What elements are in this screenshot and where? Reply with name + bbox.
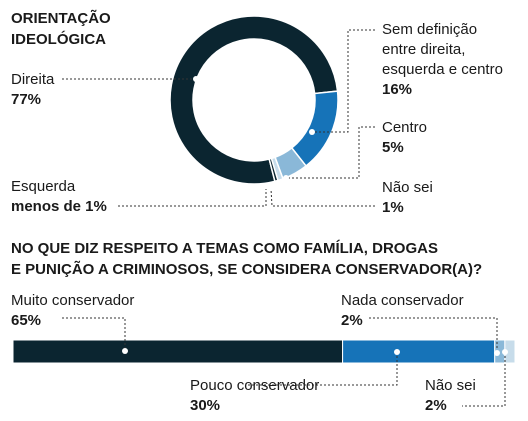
- label-muito-conservador: Muito conservador 65%: [11, 291, 134, 331]
- leader-dot-5: [494, 350, 500, 356]
- sem-definicao-line1: Sem definição: [382, 21, 478, 38]
- leader-line-7: [369, 317, 498, 353]
- leader-dot-4: [394, 349, 400, 355]
- nao-sei-bar-name: Não sei: [425, 377, 476, 394]
- pouco-conservador-name: Pouco conservador: [190, 377, 320, 394]
- donut-chart: [169, 15, 339, 185]
- sem-definicao-line3: esquerda e centro: [382, 61, 503, 78]
- label-esquerda: Esquerda menos de 1%: [11, 177, 107, 217]
- label-nada-conservador: Nada conservador 2%: [341, 291, 464, 331]
- muito-conservador-value: 65%: [11, 312, 42, 329]
- label-sem-definicao: Sem definição entre direita, esquerda e …: [382, 20, 503, 100]
- leader-dot-6: [502, 349, 508, 355]
- label-nao-sei-bar: Não sei 2%: [425, 376, 476, 416]
- sem-definicao-line2: entre direita,: [382, 41, 466, 58]
- leader-dot-1: [309, 129, 315, 135]
- leader-line-4: [118, 189, 267, 207]
- leader-lines: [62, 29, 506, 407]
- label-nao-sei-donut: Não sei 1%: [382, 178, 433, 218]
- leader-line-5: [62, 317, 126, 351]
- esquerda-name: Esquerda: [11, 178, 76, 195]
- label-direita: Direita 77%: [11, 70, 54, 110]
- nao-sei-bar-value: 2%: [425, 397, 447, 414]
- leader-line-8: [462, 352, 506, 407]
- donut-title-line2: IDEOLÓGICA: [11, 31, 107, 48]
- leader-dot-3: [122, 348, 128, 354]
- leader-dot-0: [193, 76, 199, 82]
- pouco-conservador-value: 30%: [190, 397, 221, 414]
- nada-conservador-name: Nada conservador: [341, 292, 464, 309]
- leader-dots: [122, 76, 508, 356]
- centro-value: 5%: [382, 139, 404, 156]
- donut-slice-0: [169, 15, 339, 185]
- sem-definicao-value: 16%: [382, 81, 413, 98]
- nada-conservador-value: 2%: [341, 312, 363, 329]
- leader-line-1: [312, 29, 375, 133]
- direita-name: Direita: [11, 71, 55, 88]
- leader-line-3: [270, 188, 375, 207]
- bar-title-line2: E PUNIÇÃO A CRIMINOSOS, SE CONSIDERA CON…: [11, 261, 483, 278]
- label-centro: Centro 5%: [382, 118, 427, 158]
- nao-sei-donut-value: 1%: [382, 199, 404, 216]
- esquerda-value: menos de 1%: [11, 198, 107, 215]
- leader-dot-2: [283, 175, 289, 181]
- bar-segment-0: [12, 339, 344, 364]
- bar-title-line1: NO QUE DIZ RESPEITO A TEMAS COMO FAMÍLIA…: [11, 240, 438, 257]
- nao-sei-donut-name: Não sei: [382, 179, 433, 196]
- direita-value: 77%: [11, 91, 42, 108]
- bar-question-title: NO QUE DIZ RESPEITO A TEMAS COMO FAMÍLIA…: [11, 238, 482, 280]
- muito-conservador-name: Muito conservador: [11, 292, 135, 309]
- donut-slice-1: [290, 90, 339, 168]
- bar-segment-1: [342, 339, 496, 364]
- donut-title: ORIENTAÇÃO IDEOLÓGICA: [11, 8, 111, 50]
- donut-slice-4: [268, 157, 279, 183]
- leader-line-2: [286, 126, 375, 179]
- centro-name: Centro: [382, 119, 428, 136]
- leader-line-6: [248, 352, 398, 386]
- donut-title-line1: ORIENTAÇÃO: [11, 10, 111, 27]
- label-pouco-conservador: Pouco conservador 30%: [190, 376, 319, 416]
- stacked-bar-chart: [12, 339, 516, 364]
